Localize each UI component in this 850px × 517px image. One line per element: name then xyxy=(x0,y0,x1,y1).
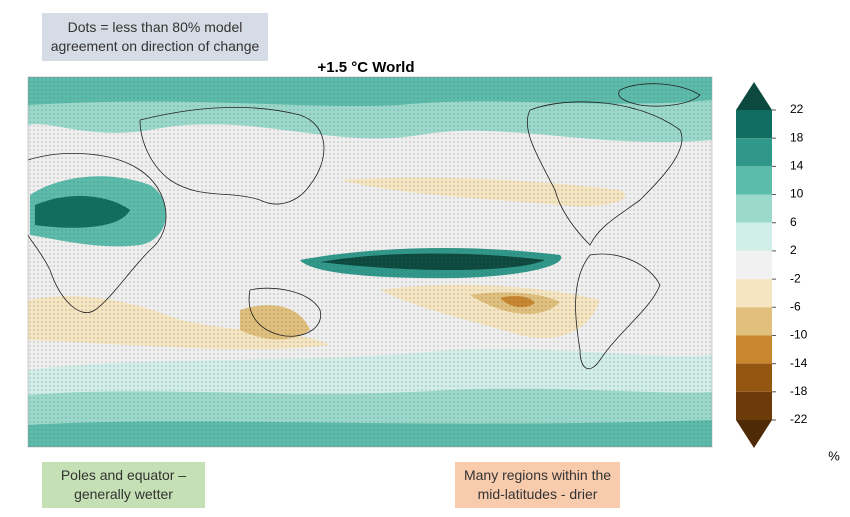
colorbar-segment xyxy=(736,363,772,392)
colorbar-segment xyxy=(736,307,772,336)
colorbar-segment xyxy=(736,166,772,195)
dry-text-wrap: Many regions within the mid-latitudes - … xyxy=(463,467,612,502)
colorbar-tick-label: 22 xyxy=(790,102,804,116)
map xyxy=(27,76,713,448)
colorbar-tick-label: 14 xyxy=(790,159,804,173)
colorbar-tick-label: 6 xyxy=(790,215,797,229)
note-box-text-wrap: Dots = less than 80% model agreement on … xyxy=(50,19,260,54)
note-text: Dots = less than 80% model agreement on … xyxy=(50,19,260,54)
colorbar: 22 18 14 10 6 2 -2 -6 -10 -14 -18 -22 xyxy=(736,82,808,448)
dry-text: Many regions within the mid-latitudes - … xyxy=(463,467,612,502)
note-box xyxy=(42,13,268,61)
wet-text: Poles and equator – generally wetter xyxy=(60,467,187,502)
colorbar-unit: % xyxy=(828,448,840,463)
colorbar-segment xyxy=(736,138,772,167)
colorbar-segment xyxy=(736,279,772,308)
colorbar-tick-label: -14 xyxy=(790,356,808,370)
colorbar-segment xyxy=(736,194,772,223)
colorbar-tick-label: -18 xyxy=(790,384,808,398)
colorbar-segment xyxy=(736,335,772,364)
agreement-dots xyxy=(28,77,712,447)
colorbar-segment xyxy=(736,391,772,420)
colorbar-tick-label: 2 xyxy=(790,243,797,257)
colorbar-segment xyxy=(736,222,772,251)
colorbar-tick-label: -22 xyxy=(790,412,808,426)
colorbar-top-cap xyxy=(736,82,772,110)
map-title: +1.5 °C World xyxy=(318,59,415,76)
map-frame xyxy=(27,76,713,448)
wet-box xyxy=(42,462,205,508)
colorbar-tick-label: -10 xyxy=(790,328,808,342)
colorbar-tick-label: -2 xyxy=(790,271,801,285)
colorbar-tick-label: -6 xyxy=(790,299,801,313)
colorbar-segment xyxy=(736,250,772,280)
colorbar-segment xyxy=(736,110,772,139)
colorbar-tick-label: 10 xyxy=(790,187,804,201)
coastlines xyxy=(27,83,701,370)
dry-box xyxy=(455,462,620,508)
colorbar-tick-label: 18 xyxy=(790,130,804,144)
wet-text-wrap: Poles and equator – generally wetter xyxy=(60,467,187,502)
colorbar-bottom-cap xyxy=(736,420,772,448)
